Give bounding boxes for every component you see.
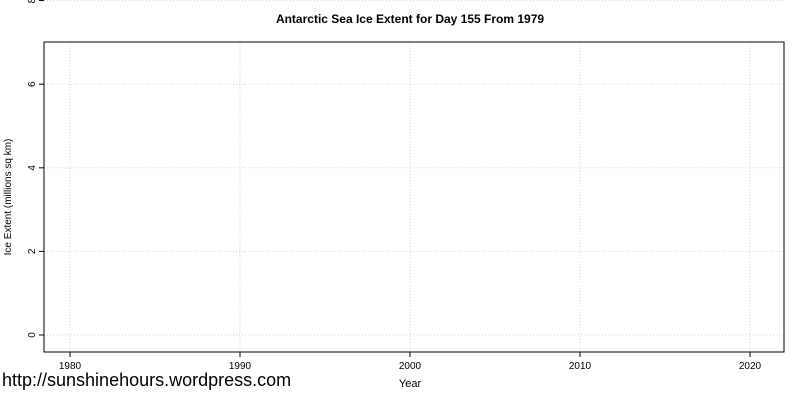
y-tick-label: 0: [27, 332, 38, 338]
x-tick-label: 2010: [569, 361, 592, 372]
watermark-url: http://sunshinehours.wordpress.com: [2, 370, 292, 390]
x-tick-label: 1990: [229, 361, 252, 372]
y-tick-label: 4: [27, 165, 38, 171]
grid: [44, 0, 784, 352]
x-axis-label: Year: [399, 378, 422, 390]
x-tick-label: 2000: [399, 361, 422, 372]
y-axis: 024681012: [27, 0, 44, 338]
x-axis: 1980 1990 2000 2010 2020: [59, 352, 762, 372]
y-axis-label: Ice Extent (millions sq km): [3, 139, 14, 256]
y-tick-label: 2: [27, 248, 38, 254]
plot-frame: [43, 41, 785, 353]
y-tick-label: 8: [27, 0, 38, 3]
x-tick-label: 2020: [739, 361, 762, 372]
chart-title: Antarctic Sea Ice Extent for Day 155 Fro…: [276, 12, 544, 26]
y-tick-label: 6: [27, 81, 38, 87]
x-tick-label: 1980: [59, 361, 82, 372]
